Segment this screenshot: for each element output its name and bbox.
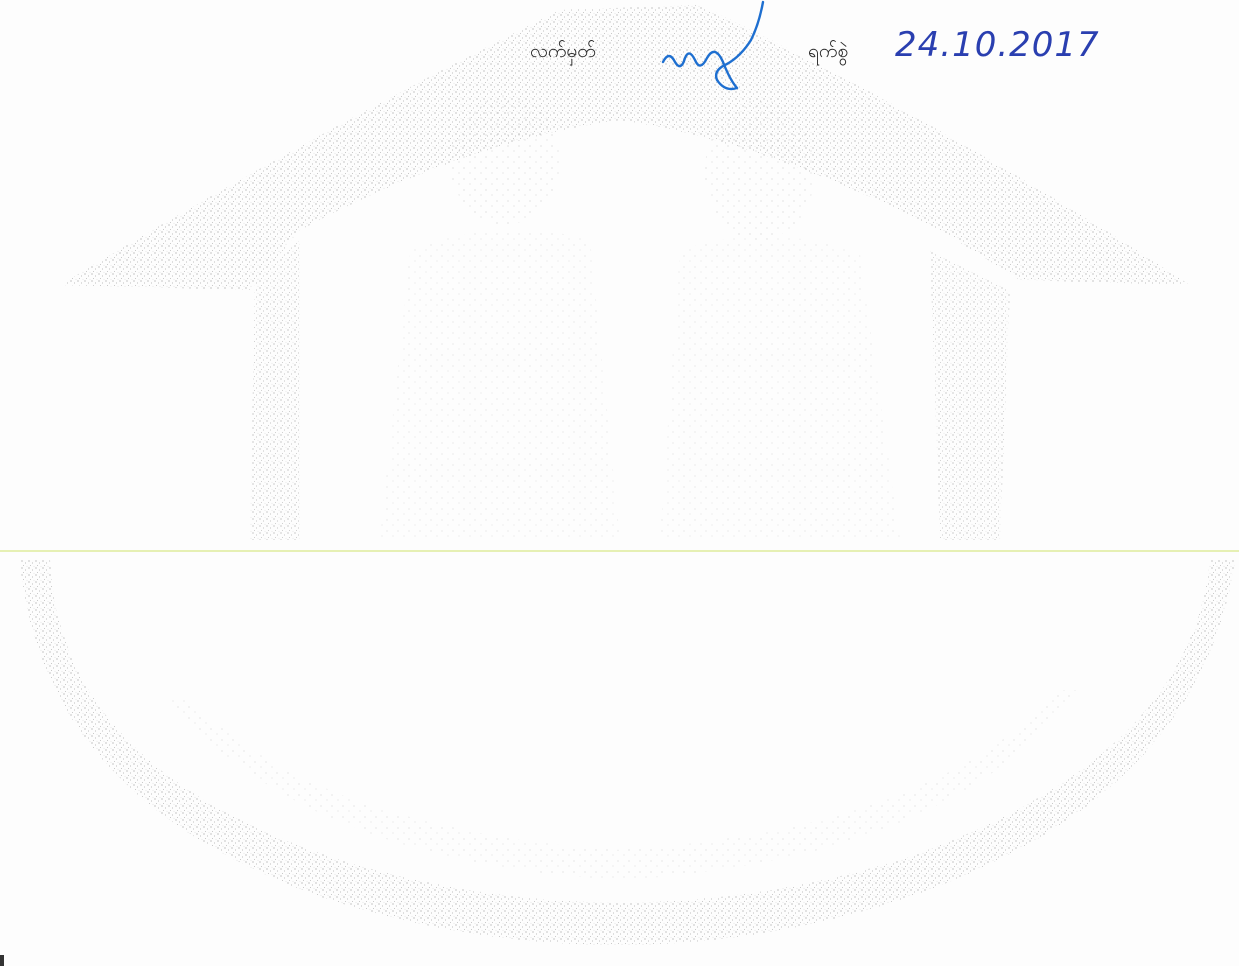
- figure-head-right: [705, 100, 815, 240]
- figure-head-left: [450, 95, 560, 225]
- figure-body-right: [660, 236, 900, 540]
- corner-scan-mark: [0, 955, 4, 966]
- right-wall-shape: [930, 250, 1010, 540]
- date-value: 24.10.2017: [895, 25, 1100, 65]
- bowl-inner-arc: [170, 690, 1080, 880]
- handwritten-signature: [661, 0, 765, 91]
- bowl-outer-arc: [20, 560, 1235, 945]
- scan-artifact-line: [0, 550, 1239, 552]
- figure-body-left: [380, 229, 620, 541]
- date-label: ရက်စွဲ: [808, 40, 849, 62]
- signature-label: လက်မှတ်: [530, 40, 596, 62]
- roof-shape: [60, 5, 1190, 290]
- left-wall-shape: [250, 240, 300, 540]
